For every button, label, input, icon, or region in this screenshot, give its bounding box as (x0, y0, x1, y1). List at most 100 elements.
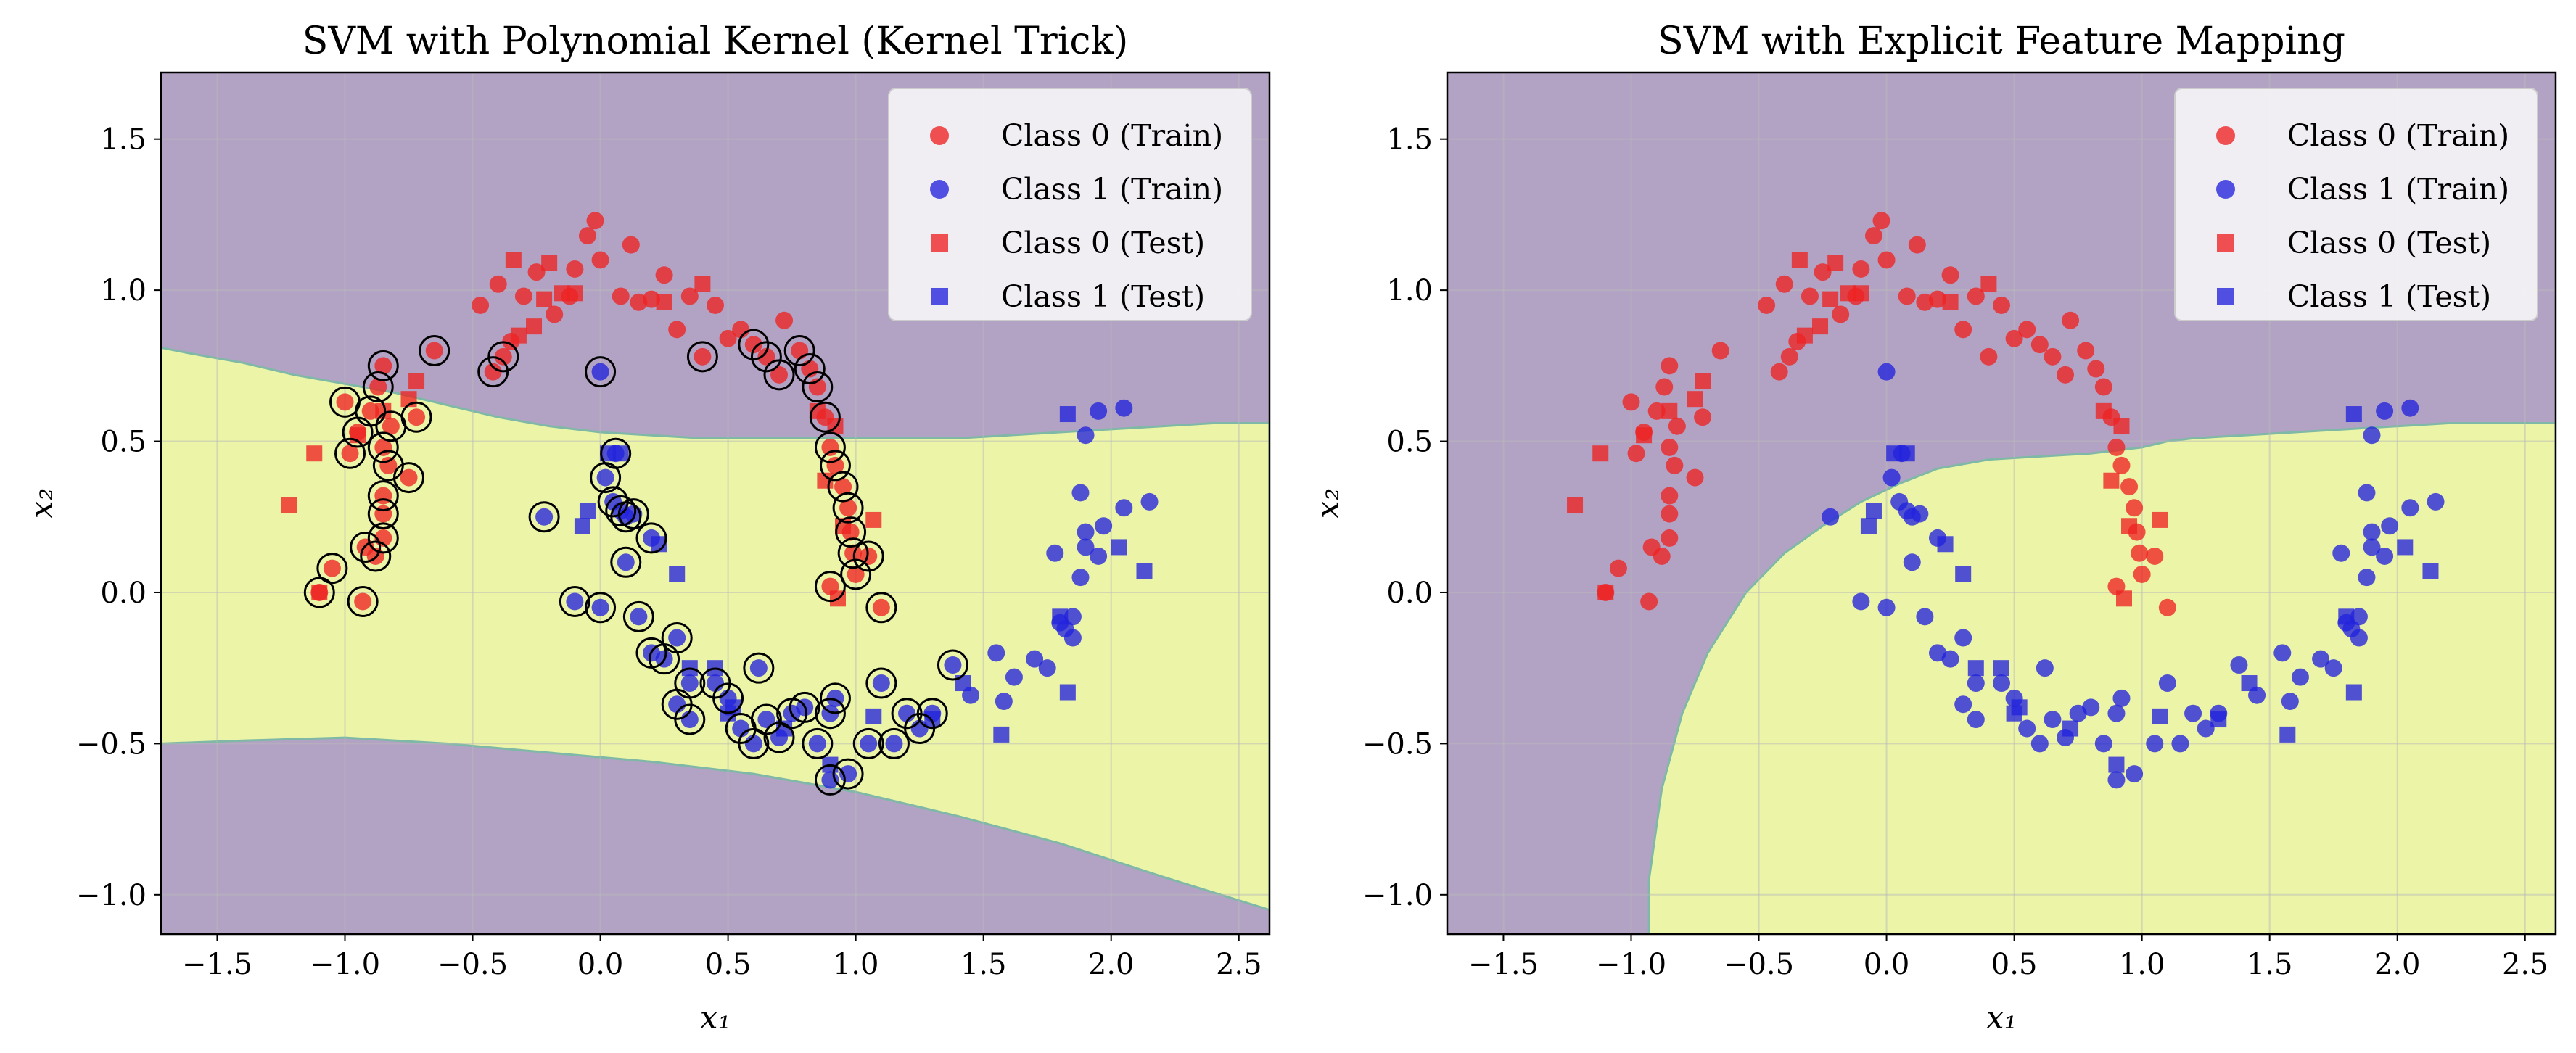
y-axis-label: x₂ (1309, 488, 1346, 519)
data-point-class-0-train- (839, 499, 857, 517)
data-point-class-1-train- (1071, 569, 1090, 587)
x-tick-label: 0.5 (705, 948, 752, 981)
data-point-class-0-test- (1853, 285, 1869, 302)
data-point-class-0-train- (2112, 456, 2131, 474)
data-point-class-0-test- (865, 511, 882, 528)
legend-marker (930, 126, 949, 145)
data-point-class-0-train- (719, 329, 737, 347)
support-vector-ring (367, 431, 399, 463)
data-point-class-0-train- (2077, 342, 2095, 360)
data-point-class-0-test- (408, 373, 425, 389)
data-point-class-0-test- (2103, 472, 2120, 489)
data-point-class-0-train- (354, 592, 372, 611)
data-point-class-0-train- (374, 357, 392, 375)
y-tick-label: 0.5 (100, 426, 147, 459)
data-point-class-1-train- (1071, 484, 1090, 502)
data-point-class-1-train- (860, 735, 878, 753)
support-vector-ring (400, 401, 432, 433)
y-tick-label: 1.0 (1386, 274, 1433, 307)
data-point-class-1-test- (1136, 563, 1153, 579)
data-point-class-0-train- (1694, 408, 1712, 426)
data-point-class-1-train- (668, 695, 686, 714)
support-vector-ring (367, 350, 399, 381)
support-vector-ring (916, 698, 948, 730)
data-point-class-1-test- (1111, 539, 1127, 556)
support-vector-ring (367, 480, 399, 512)
data-point-class-0-train- (1770, 363, 1788, 381)
support-vector-ring (316, 553, 348, 585)
y-tick-label: −0.5 (76, 727, 147, 761)
support-vector-ring (743, 652, 775, 684)
x-tick-label: 2.5 (2502, 948, 2548, 981)
data-point-class-0-train- (1801, 287, 1819, 305)
data-point-class-1-train- (757, 711, 775, 729)
data-point-class-1-test- (669, 566, 686, 582)
data-point-class-1-train- (1115, 499, 1133, 517)
axes-frame (160, 71, 1271, 936)
data-point-class-1-train- (1005, 668, 1023, 686)
support-vector-ring (750, 703, 782, 735)
x-tick-label: 0.0 (1864, 948, 1910, 981)
data-point-class-0-train- (1832, 305, 1850, 323)
support-vector-ring (809, 401, 841, 433)
support-vector-ring (622, 600, 654, 632)
data-point-class-1-train- (1877, 598, 1896, 616)
data-point-class-0-train- (680, 287, 699, 305)
data-point-class-1-train- (707, 674, 724, 693)
data-point-class-1-train- (2107, 771, 2126, 789)
data-point-class-1-train- (2427, 492, 2445, 511)
data-point-class-0-train- (2120, 478, 2139, 496)
legend-marker (2216, 126, 2235, 145)
support-vector-ring (635, 522, 667, 554)
support-vector-ring (814, 698, 846, 730)
data-point-class-0-train- (744, 336, 762, 354)
data-point-class-0-test- (1687, 391, 1703, 408)
x-tick-label: 2.0 (1088, 948, 1135, 981)
data-point-class-0-train- (1627, 445, 1645, 463)
support-vector-ring (789, 691, 820, 723)
data-point-class-1-test- (2422, 563, 2439, 579)
data-point-class-0-train- (1980, 347, 1998, 366)
data-point-class-1-train- (2363, 523, 2381, 541)
data-point-class-0-train- (1758, 296, 1776, 314)
data-point-class-1-train- (1877, 363, 1896, 381)
data-point-class-1-train- (1993, 674, 2010, 693)
data-point-class-0-train- (1877, 251, 1896, 269)
data-point-class-0-train- (425, 342, 443, 360)
data-point-class-0-train- (527, 263, 546, 281)
data-point-class-1-train- (2036, 659, 2054, 677)
support-vector-ring (832, 758, 864, 790)
support-vector-ring (559, 585, 590, 617)
data-point-class-0-test- (554, 285, 570, 302)
data-point-class-0-train- (707, 296, 724, 314)
data-point-class-0-train- (369, 378, 387, 396)
chart-title: SVM with Explicit Feature Mapping (1658, 20, 2345, 63)
data-point-class-0-train- (1661, 357, 1679, 375)
data-point-class-0-test- (505, 252, 522, 268)
data-point-class-0-train- (1864, 227, 1882, 245)
support-vector-ring (738, 727, 770, 759)
data-point-class-1-train- (2112, 689, 2131, 707)
data-point-class-1-train- (2363, 426, 2381, 445)
data-point-class-0-train- (2133, 565, 2151, 583)
support-vector-ring (814, 571, 846, 603)
data-point-class-0-train- (694, 347, 712, 366)
support-vector-ring (814, 431, 846, 463)
data-point-class-1-train- (680, 711, 699, 729)
data-point-class-1-test- (2011, 699, 2028, 716)
legend-label: Class 0 (Test) (1001, 226, 1205, 260)
support-vector-ring (367, 522, 399, 554)
data-point-class-1-test- (993, 726, 1010, 743)
support-vector-ring (674, 703, 706, 735)
support-vector-ring (487, 341, 519, 373)
data-point-class-1-train- (2044, 711, 2062, 729)
data-point-class-0-test- (2115, 590, 2132, 607)
data-point-class-0-train- (1941, 266, 1959, 284)
data-point-class-1-train- (2126, 765, 2144, 783)
x-tick-label: 1.5 (2247, 948, 2293, 981)
data-point-class-0-train- (586, 212, 604, 230)
data-point-class-1-test- (1059, 684, 1076, 701)
data-point-class-0-train- (668, 321, 686, 339)
data-point-class-0-test- (1592, 445, 1609, 462)
x-tick-label: −1.5 (1468, 948, 1539, 981)
